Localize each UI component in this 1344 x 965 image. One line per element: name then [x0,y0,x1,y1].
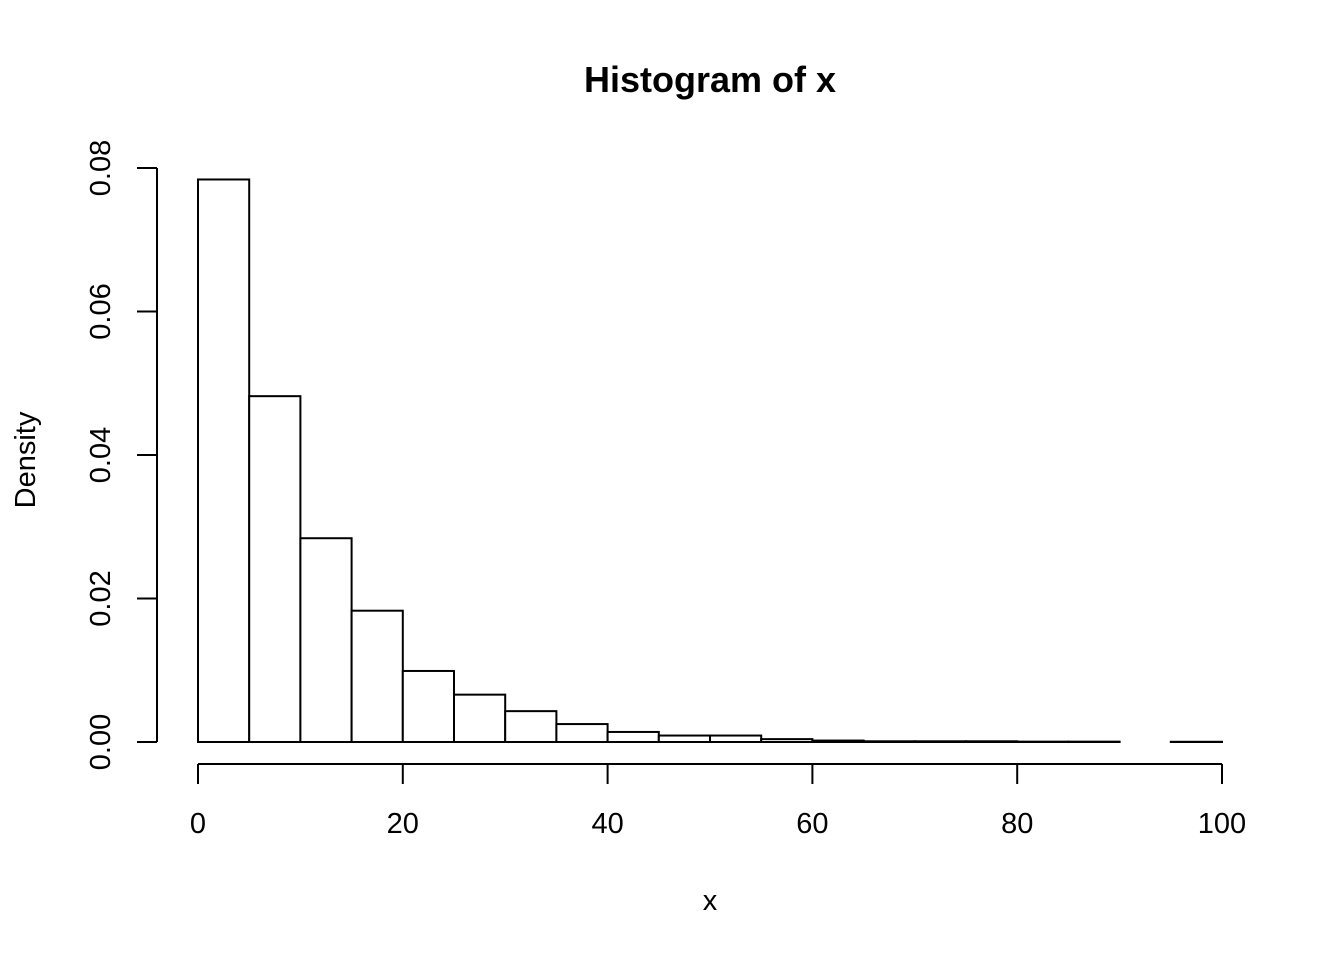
histogram-bar [812,741,863,742]
y-tick-label: 0.00 [85,714,117,770]
y-tick-label: 0.08 [85,140,117,196]
x-tick-label: 40 [591,808,623,840]
x-tick-label: 80 [1001,808,1033,840]
y-tick-label: 0.02 [85,570,117,626]
chart-title: Histogram of x [584,59,836,100]
y-tick-label: 0.06 [85,283,117,339]
histogram-bar [556,724,607,742]
x-axis: 0 20 40 60 80 100 [190,764,1246,840]
y-tick-label: 0.04 [85,427,117,483]
histogram-bar [864,741,915,742]
x-axis-label: x [703,885,718,917]
histogram-bar [915,741,966,742]
histogram-bar [249,396,300,742]
histogram-bar [505,711,556,742]
x-tick-label: 60 [796,808,828,840]
histogram-bar [761,739,812,742]
y-axis: 0.00 0.02 0.04 0.06 0.08 [85,140,157,770]
y-axis-label: Density [10,411,42,508]
histogram-bar [659,736,710,742]
histogram-bar [966,741,1017,742]
x-tick-label: 100 [1198,808,1246,840]
x-tick-label: 20 [387,808,419,840]
histogram-bar [300,538,351,742]
histogram-bar [710,736,761,742]
x-tick-label: 0 [190,808,206,840]
histogram-bar [198,179,249,742]
histogram-bar [403,671,454,742]
histogram-bar [608,732,659,742]
histogram-bars [198,179,1222,742]
histogram-bar [352,611,403,742]
histogram-bar [454,695,505,742]
